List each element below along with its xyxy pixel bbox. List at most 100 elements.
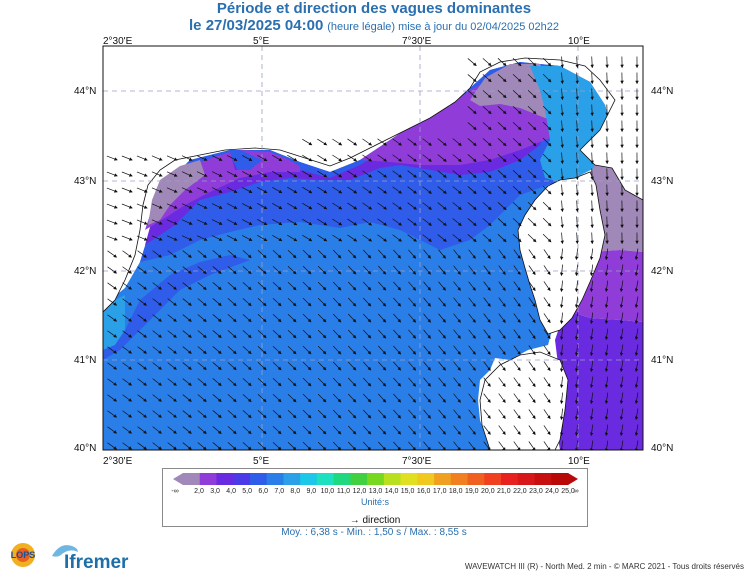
direction-arrow [197,250,207,258]
direction-arrow [498,441,506,450]
direction-arrow [498,329,506,339]
lon-label-bottom: 5°E [253,456,270,467]
direction-arrow [136,155,148,161]
direction-arrow [211,187,223,193]
direction-arrow [107,298,118,306]
direction-arrow [559,280,564,293]
direction-arrow [211,203,223,209]
legend-color-swatch [501,473,519,485]
direction-arrow [287,361,297,371]
direction-arrow [483,377,491,387]
direction-arrow [467,202,477,211]
direction-arrow [392,138,402,146]
direction-arrow [317,281,327,291]
direction-arrow [106,203,118,209]
direction-arrow [122,426,133,434]
direction-arrow [467,58,477,67]
direction-arrow [377,186,388,194]
direction-arrow [408,345,417,355]
direction-arrow [575,136,579,149]
direction-arrow [604,360,609,373]
direction-arrow [197,298,207,306]
direction-arrow [437,218,447,226]
direction-arrow [241,203,253,209]
direction-arrow [393,361,402,371]
direction-arrow [107,442,118,450]
direction-arrow [497,154,507,163]
forecast-date: le 27/03/2025 04:00 [189,17,324,34]
legend-tick-label: 3,0 [210,488,220,495]
direction-arrow [272,361,282,371]
direction-arrow [347,441,357,450]
direction-arrow [542,137,552,147]
direction-arrow [287,393,297,403]
direction-arrow [497,186,507,195]
direction-arrow [106,219,118,225]
direction-arrow [574,312,579,325]
direction-arrow [241,155,253,161]
direction-arrow [437,138,447,146]
color-legend: -∞ 2,0 3,0 4,0 5,0 6,0 7,0 8,0 9,0 10,0 11,0 12,0 13… [162,468,588,527]
direction-arrow [560,184,564,197]
direction-arrow [152,410,162,418]
direction-arrow [287,281,297,291]
direction-arrow [438,265,446,275]
lat-label-right: 41°N [651,355,673,366]
direction-arrow [122,266,133,274]
direction-arrow [106,155,118,161]
legend-color-swatch [367,473,385,485]
direction-arrow [152,314,162,322]
direction-arrow [287,218,298,226]
direction-arrow [423,393,431,403]
direction-arrow [152,394,162,402]
legend-color-swatch [467,473,485,485]
direction-arrow [317,218,328,226]
direction-arrow [452,170,462,178]
direction-arrow [257,378,267,387]
direction-arrow [407,154,417,162]
direction-arrow [467,218,477,227]
direction-arrow [182,442,192,450]
direction-arrow [332,249,342,259]
legend-color-swatch [484,473,502,485]
direction-arrow [197,442,207,450]
legend-tick-label: 11,0 [336,488,350,495]
direction-arrow [241,219,253,225]
direction-arrow [347,170,358,178]
direction-arrow [482,186,492,195]
direction-arrow [468,313,476,323]
direction-arrow [211,155,223,161]
direction-arrow [242,314,252,323]
legend-tick-label: 2,0 [194,488,204,495]
direction-arrow [453,409,461,419]
direction-arrow [332,409,342,419]
direction-arrow [181,203,193,209]
direction-arrow [437,154,447,162]
direction-arrow [498,281,506,291]
direction-arrow [392,234,402,242]
legend-tick-label: 19,0 [464,488,479,495]
lops-logo: LOPS [11,543,35,567]
sea-band-grey [148,64,565,225]
direction-arrow [560,200,564,213]
direction-arrow [528,281,536,292]
direction-arrow [437,234,447,242]
direction-arrow [604,248,609,261]
direction-arrow [527,201,537,211]
legend-tick-label: 24,0 [545,488,559,495]
direction-arrow [407,186,417,194]
direction-arrow [604,328,609,341]
direction-arrow [453,345,461,355]
legend-color-swatch [350,473,368,485]
direction-arrow [287,345,297,355]
direction-arrow [542,185,552,195]
direction-arrow [560,120,564,133]
direction-arrow [378,393,387,403]
direction-arrow [152,442,162,450]
direction-arrow [590,152,594,165]
direction-arrow [574,280,579,293]
direction-arrow [408,361,417,371]
direction-arrow [226,187,238,193]
direction-arrow [106,171,118,177]
